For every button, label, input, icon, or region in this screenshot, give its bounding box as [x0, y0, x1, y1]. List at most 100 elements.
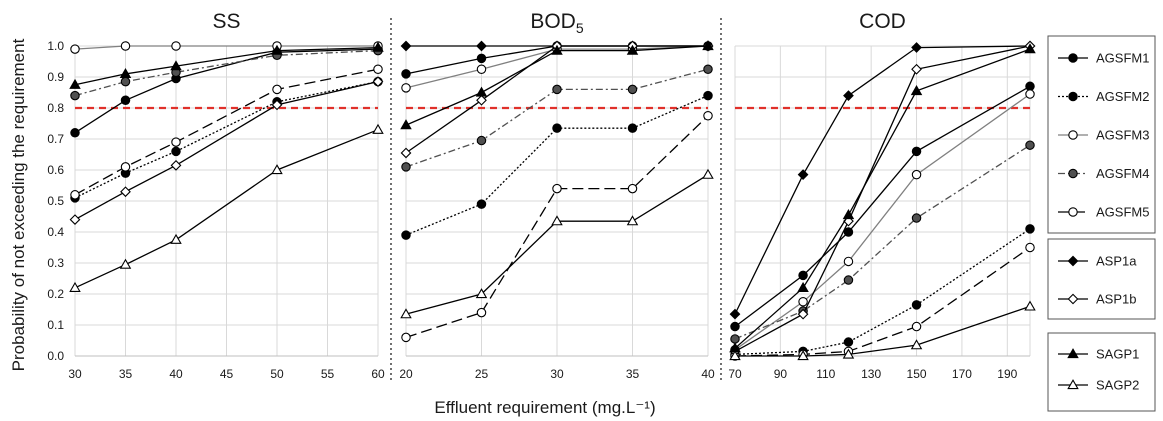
- series-sagp2: [69, 123, 384, 292]
- data-point-agsfm5: [373, 64, 383, 75]
- data-point-agsfm3: [171, 41, 181, 51]
- data-point-agsfm4: [843, 275, 854, 285]
- data-point-agsfm5: [272, 84, 282, 95]
- data-point-agsfm2: [552, 123, 562, 133]
- legend-item-agsfm1: AGSFM1: [1058, 51, 1149, 66]
- series-line-asp1b: [734, 45, 1031, 352]
- data-point-sagp1: [702, 40, 714, 51]
- series-asp1b: [729, 40, 1036, 357]
- data-point-sagp1: [372, 41, 384, 52]
- series-agsfm5: [70, 64, 383, 200]
- data-point-asp1b: [120, 186, 131, 198]
- data-point-asp1a: [843, 90, 854, 101]
- data-point-asp1b: [476, 94, 487, 106]
- series-line-agsfm2: [734, 228, 1031, 356]
- series-sagp1: [729, 43, 1036, 353]
- data-point-asp1b: [911, 63, 922, 75]
- x-tick-label: 25: [475, 367, 489, 381]
- data-point-sagp1: [475, 86, 488, 97]
- data-point-sagp2: [69, 281, 81, 292]
- data-point-agsfm2: [476, 199, 487, 209]
- x-tick-label: 170: [952, 367, 972, 381]
- data-point-sagp1: [1024, 43, 1036, 54]
- series-line-agsfm4: [734, 144, 1031, 340]
- data-point-sagp2: [372, 123, 384, 134]
- series-sagp2: [729, 300, 1036, 361]
- data-point-agsfm4: [401, 162, 411, 172]
- legend-box: [1047, 332, 1156, 412]
- data-point-agsfm5: [1025, 242, 1035, 253]
- y-tick-label: 1.0: [47, 39, 64, 53]
- data-point-sagp2: [170, 233, 182, 244]
- data-point-asp1b: [69, 214, 81, 225]
- data-point-sagp1: [69, 78, 81, 89]
- legend-label: SAGP2: [1096, 378, 1139, 393]
- x-tick-label: 150: [907, 367, 927, 381]
- data-point-agsfm1: [120, 95, 131, 106]
- data-point-agsfm4: [911, 213, 922, 223]
- y-tick-label: 0.9: [47, 70, 64, 84]
- panels-layer: 0.0 0.1 0.2 0.3 0.4 0.5 0.6 0.7 0.8 0.9 1.0 30 35 40 4…: [47, 10, 1036, 381]
- series-agsfm5: [730, 242, 1035, 361]
- data-point-agsfm5: [627, 183, 638, 194]
- legend: AGSFM1 AGSFM2 AGSFM3 AGSFM4 AGSFM5 ASP1a ASP1b…: [1047, 35, 1156, 412]
- data-point-sagp1: [119, 67, 132, 79]
- legend-group: SAGP1 SAGP2: [1047, 332, 1156, 412]
- data-point-sagp2: [729, 350, 741, 361]
- legend-item-sagp2: SAGP2: [1058, 378, 1139, 393]
- data-point-sagp1: [842, 209, 855, 220]
- legend-marker: [1068, 130, 1078, 140]
- x-tick-label: 190: [997, 367, 1017, 381]
- series-sagp1: [69, 41, 384, 89]
- data-point-agsfm4: [627, 84, 638, 95]
- data-point-sagp2: [842, 348, 855, 359]
- data-point-agsfm3: [401, 83, 411, 93]
- series-line-asp1a: [734, 45, 1031, 315]
- legend-group: ASP1a ASP1b: [1047, 238, 1156, 320]
- data-point-sagp2: [1024, 300, 1036, 311]
- y-tick-label: 0.2: [47, 287, 64, 301]
- series-asp1b: [69, 76, 384, 225]
- legend-marker: [1067, 293, 1079, 305]
- series-line-sagp2: [735, 305, 1031, 357]
- x-tick-label: 40: [701, 367, 715, 381]
- legend-label: ASP1a: [1096, 254, 1137, 269]
- data-point-agsfm5: [120, 162, 131, 172]
- data-point-sagp2: [626, 215, 639, 226]
- data-point-sagp2: [797, 350, 809, 361]
- y-tick-label: 0.3: [47, 256, 64, 270]
- series-agsfm4: [730, 140, 1035, 344]
- series-line-agsfm2: [74, 80, 379, 199]
- data-point-agsfm5: [476, 307, 487, 318]
- legend-label: ASP1b: [1096, 292, 1136, 307]
- x-tick-label: 50: [270, 367, 284, 381]
- data-point-sagp2: [475, 288, 488, 299]
- legend-label: AGSFM4: [1096, 166, 1149, 181]
- series-line-agsfm1: [734, 85, 1031, 328]
- data-point-sagp1: [170, 60, 182, 71]
- data-point-asp1a: [797, 169, 809, 181]
- y-tick-label: 0.8: [47, 101, 64, 115]
- data-point-agsfm3: [476, 64, 487, 75]
- data-point-sagp2: [400, 308, 412, 319]
- data-point-asp1b: [271, 99, 283, 111]
- data-point-asp1a: [476, 40, 487, 52]
- data-point-sagp1: [551, 44, 563, 55]
- legend-group: AGSFM1 AGSFM2 AGSFM3 AGSFM4 AGSFM5: [1047, 35, 1156, 234]
- data-point-agsfm1: [911, 146, 922, 157]
- data-point-asp1a: [911, 42, 922, 53]
- data-point-agsfm3: [911, 169, 922, 180]
- legend-marker: [1067, 379, 1079, 390]
- y-tick-label: 0.7: [47, 132, 64, 146]
- data-point-sagp2: [551, 215, 563, 226]
- data-point-agsfm1: [476, 53, 487, 64]
- data-point-sagp2: [271, 164, 283, 175]
- legend-marker: [1068, 53, 1078, 63]
- series-agsfm4: [401, 64, 713, 172]
- data-point-agsfm4: [703, 64, 713, 75]
- data-point-sagp2: [119, 258, 132, 269]
- legend-box: [1047, 238, 1156, 320]
- x-tick-label: 55: [321, 367, 335, 381]
- series-line-agsfm4: [74, 49, 379, 97]
- x-tick-label: 20: [399, 367, 413, 381]
